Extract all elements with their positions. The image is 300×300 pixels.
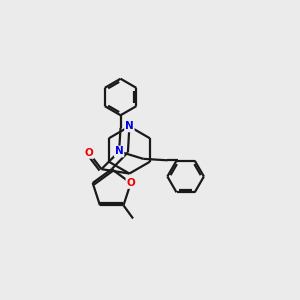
Text: N: N (115, 146, 124, 157)
Text: O: O (126, 178, 135, 188)
Text: O: O (85, 148, 93, 158)
Text: N: N (125, 122, 134, 131)
